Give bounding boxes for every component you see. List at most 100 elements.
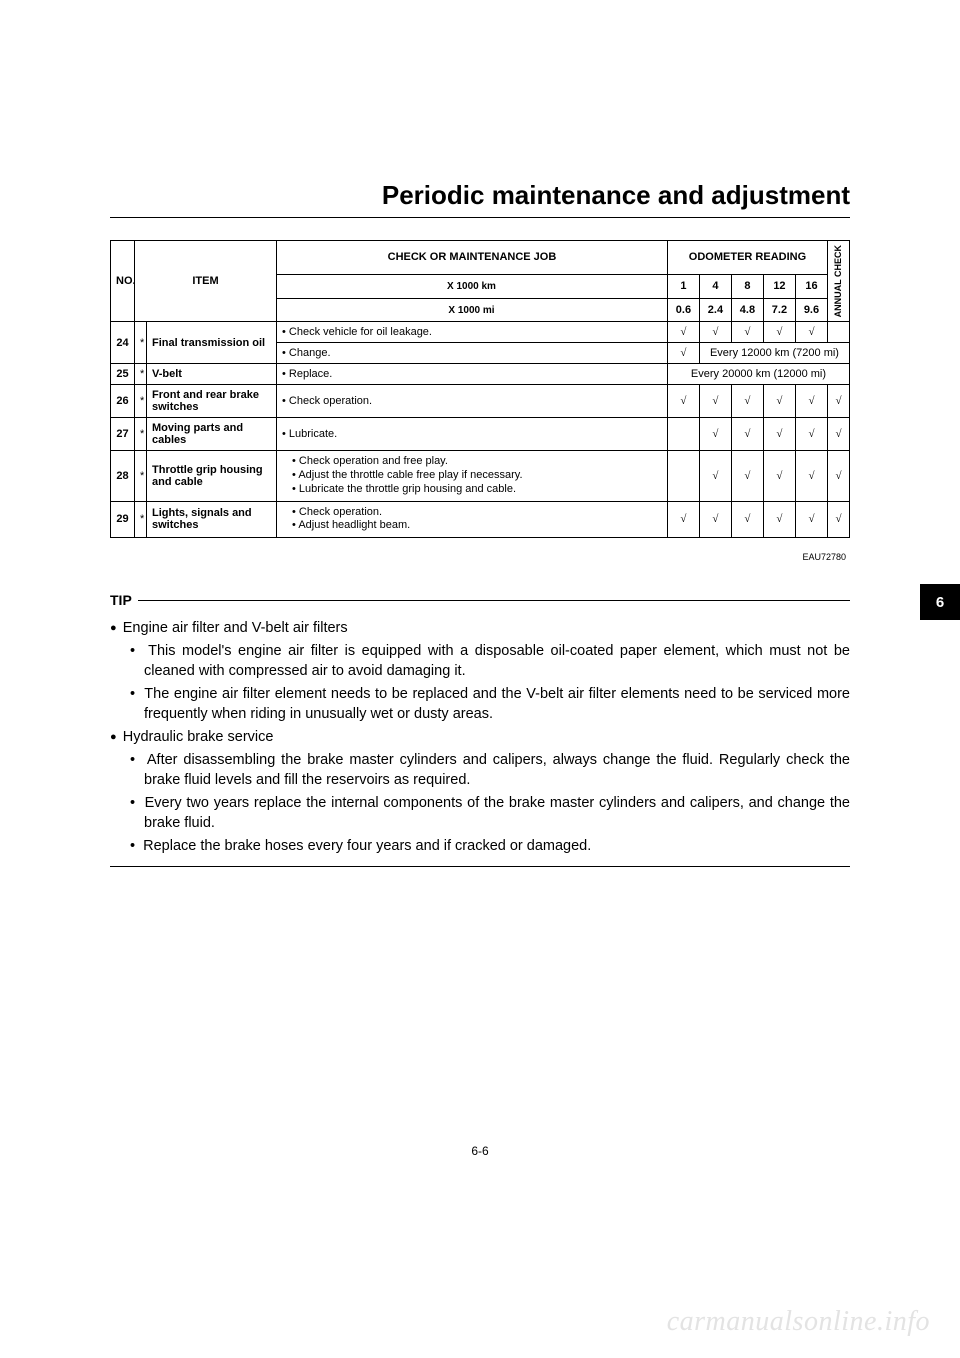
row-mark: √	[667, 343, 699, 364]
row-merge-note: Every 20000 km (12000 mi)	[667, 364, 849, 385]
row-mark: √	[795, 418, 827, 451]
row-number: 24	[111, 322, 135, 364]
row-item: V-belt	[147, 364, 277, 385]
row-number: 29	[111, 501, 135, 538]
row-mark: √	[828, 385, 850, 418]
row-mark	[667, 451, 699, 501]
tip-body: Engine air filter and V-belt air filters…	[110, 618, 850, 856]
tip-sub-item: This model's engine air filter is equipp…	[110, 641, 850, 682]
row-star: *	[135, 451, 147, 501]
row-merge-note: Every 12000 km (7200 mi)	[699, 343, 849, 364]
head-mi-2: 4.8	[731, 298, 763, 322]
row-job: • Check operation.	[277, 385, 668, 418]
tip-sub-item: After disassembling the brake master cyl…	[110, 750, 850, 791]
head-km-4: 4	[699, 275, 731, 299]
table-row: 26*Front and rear brake switches• Check …	[111, 385, 850, 418]
tip-sub-item: Replace the brake hoses every four years…	[110, 836, 850, 857]
row-mark: √	[795, 322, 827, 343]
row-star: *	[135, 364, 147, 385]
tip-top-item: Hydraulic brake service	[110, 727, 850, 748]
head-mi-3: 7.2	[763, 298, 795, 322]
row-mark: √	[763, 322, 795, 343]
head-no: NO.	[111, 241, 135, 322]
row-number: 28	[111, 451, 135, 501]
page-number: 6-6	[0, 1144, 960, 1158]
row-mark: √	[828, 418, 850, 451]
row-mark: √	[731, 451, 763, 501]
row-mark: √	[731, 385, 763, 418]
row-mark: √	[699, 451, 731, 501]
head-km-8: 8	[731, 275, 763, 299]
tip-list: Engine air filter and V-belt air filters…	[110, 618, 850, 856]
tip-top-item: Engine air filter and V-belt air filters	[110, 618, 850, 639]
table-row: 25*V-belt• Replace.Every 20000 km (12000…	[111, 364, 850, 385]
head-odometer: ODOMETER READING	[667, 241, 827, 275]
head-mi-1: 2.4	[699, 298, 731, 322]
section-tab: 6	[920, 584, 960, 620]
row-mark: √	[795, 501, 827, 538]
row-item: Final transmission oil	[147, 322, 277, 364]
watermark: carmanualsonline.info	[667, 1306, 930, 1338]
head-km-16: 16	[795, 275, 827, 299]
table-body: 24*Final transmission oil• Check vehicle…	[111, 322, 850, 538]
table-row: 29*Lights, signals and switchesCheck ope…	[111, 501, 850, 538]
row-mark	[828, 322, 850, 343]
head-mi-4: 9.6	[795, 298, 827, 322]
row-job: Check operation and free play.Adjust the…	[277, 451, 668, 501]
head-x1000mi: X 1000 mi	[277, 298, 668, 322]
row-mark: √	[795, 385, 827, 418]
row-mark: √	[731, 501, 763, 538]
row-star: *	[135, 501, 147, 538]
tip-sub-item: Every two years replace the internal com…	[110, 793, 850, 834]
table-head: NO. ITEM CHECK OR MAINTENANCE JOB ODOMET…	[111, 241, 850, 322]
row-mark: √	[667, 322, 699, 343]
row-mark: √	[763, 418, 795, 451]
tip-line	[138, 600, 850, 601]
row-item: Throttle grip housing and cable	[147, 451, 277, 501]
row-item: Moving parts and cables	[147, 418, 277, 451]
row-job: Check operation.Adjust headlight beam.	[277, 501, 668, 538]
row-mark: √	[763, 501, 795, 538]
head-item: ITEM	[135, 241, 277, 322]
row-job: • Check vehicle for oil leakage.	[277, 322, 668, 343]
row-mark: √	[763, 385, 795, 418]
row-mark: √	[699, 418, 731, 451]
row-mark: √	[699, 385, 731, 418]
row-mark	[667, 418, 699, 451]
row-number: 25	[111, 364, 135, 385]
row-mark: √	[795, 451, 827, 501]
row-star: *	[135, 385, 147, 418]
tip-sub-item: The engine air filter element needs to b…	[110, 684, 850, 725]
row-mark: √	[828, 501, 850, 538]
row-mark: √	[699, 322, 731, 343]
head-km-12: 12	[763, 275, 795, 299]
row-job: • Change.	[277, 343, 668, 364]
reference-code: EAU72780	[110, 552, 846, 562]
row-job: • Lubricate.	[277, 418, 668, 451]
row-mark: √	[667, 501, 699, 538]
row-job: • Replace.	[277, 364, 668, 385]
table-row: 24*Final transmission oil• Check vehicle…	[111, 322, 850, 343]
row-item: Front and rear brake switches	[147, 385, 277, 418]
head-annual: ANNUAL CHECK	[828, 241, 850, 322]
table-row: 27*Moving parts and cables• Lubricate.√√…	[111, 418, 850, 451]
page: Periodic maintenance and adjustment NO. …	[0, 0, 960, 907]
head-x1000km: X 1000 km	[277, 275, 668, 299]
row-number: 27	[111, 418, 135, 451]
row-mark: √	[699, 501, 731, 538]
row-mark: √	[731, 418, 763, 451]
row-star: *	[135, 322, 147, 364]
row-mark: √	[667, 385, 699, 418]
tip-header-row: TIP	[110, 592, 850, 608]
head-check: CHECK OR MAINTENANCE JOB	[277, 241, 668, 275]
page-title: Periodic maintenance and adjustment	[110, 180, 850, 218]
row-item: Lights, signals and switches	[147, 501, 277, 538]
row-number: 26	[111, 385, 135, 418]
table-row: 28*Throttle grip housing and cableCheck …	[111, 451, 850, 501]
tip-end-line	[110, 866, 850, 867]
head-km-1: 1	[667, 275, 699, 299]
row-mark: √	[763, 451, 795, 501]
row-mark: √	[731, 322, 763, 343]
row-mark: √	[828, 451, 850, 501]
tip-label: TIP	[110, 592, 132, 608]
